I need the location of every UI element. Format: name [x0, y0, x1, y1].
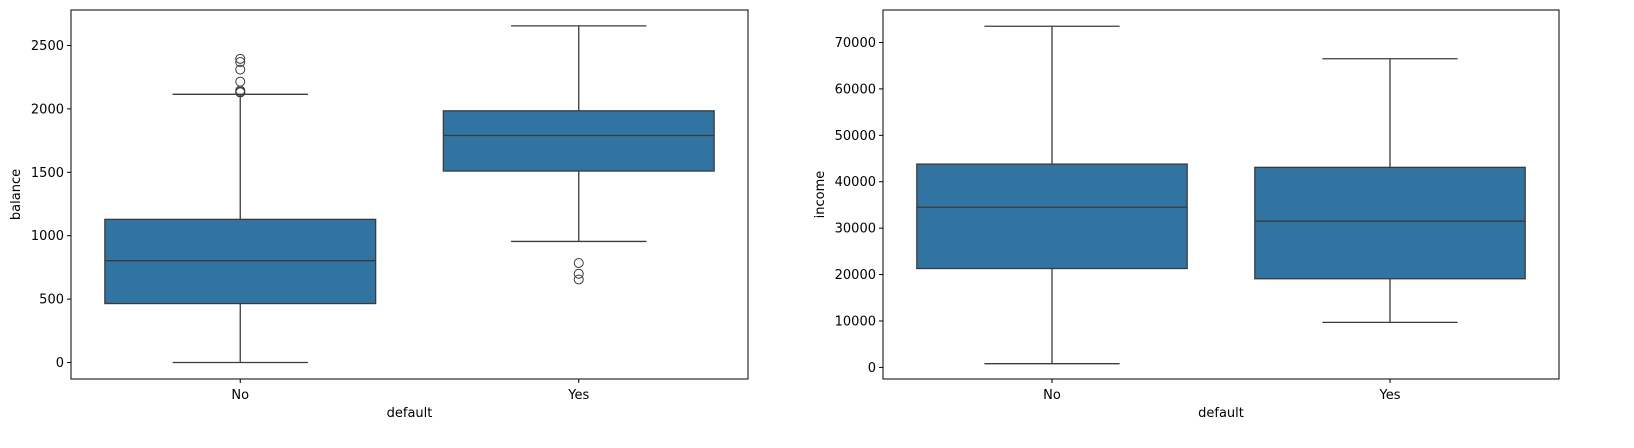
y-tick-label: 2500 — [31, 39, 64, 54]
y-tick-label: 1500 — [31, 166, 64, 181]
y-tick-label: 20000 — [835, 268, 876, 283]
x-tick-label: No — [1043, 388, 1061, 403]
x-tick-label: Yes — [1379, 388, 1401, 403]
box-no — [104, 53, 377, 364]
y-tick-label: 0 — [56, 356, 64, 371]
box-iqr — [1254, 166, 1526, 280]
outlier-point — [573, 274, 584, 285]
box-yes — [442, 25, 715, 285]
chart-panel-income: 0 10000 20000 30000 40000 50000 60000 70000 No Ye… — [813, 9, 1560, 421]
y-axis-label: income — [813, 171, 828, 219]
y-tick-label: 40000 — [835, 175, 876, 190]
x-tick-label: Yes — [567, 388, 589, 403]
box-iqr — [104, 218, 377, 305]
box-no — [916, 25, 1188, 365]
outlier-point — [573, 257, 584, 268]
y-tick-label: 50000 — [835, 129, 876, 144]
y-tick-label: 10000 — [835, 314, 876, 329]
outlier-point — [235, 53, 246, 64]
x-tick-label: No — [231, 388, 249, 403]
outlier-point — [235, 56, 246, 67]
y-tick-label: 30000 — [835, 222, 876, 237]
y-tick-label: 0 — [868, 361, 876, 376]
outlier-point — [235, 76, 246, 87]
box-yes — [1254, 58, 1526, 324]
axes-frame — [70, 9, 749, 380]
y-axis-label: balance — [9, 169, 24, 220]
x-axis-label: default — [387, 406, 433, 421]
y-tick-label: 2000 — [31, 102, 64, 117]
y-tick-label: 70000 — [835, 36, 876, 51]
y-tick-label: 500 — [39, 293, 64, 308]
axes-frame — [882, 9, 1560, 380]
box-iqr — [916, 163, 1188, 270]
x-axis-label: default — [1198, 406, 1244, 421]
y-tick-label: 60000 — [835, 82, 876, 97]
y-tick-label: 1000 — [31, 229, 64, 244]
outlier-point — [573, 268, 584, 279]
chart-panel-balance: 0 500 1000 1500 2000 2500 No Yes default balance — [9, 9, 749, 421]
outlier-point — [235, 64, 246, 75]
box-iqr — [442, 110, 715, 172]
